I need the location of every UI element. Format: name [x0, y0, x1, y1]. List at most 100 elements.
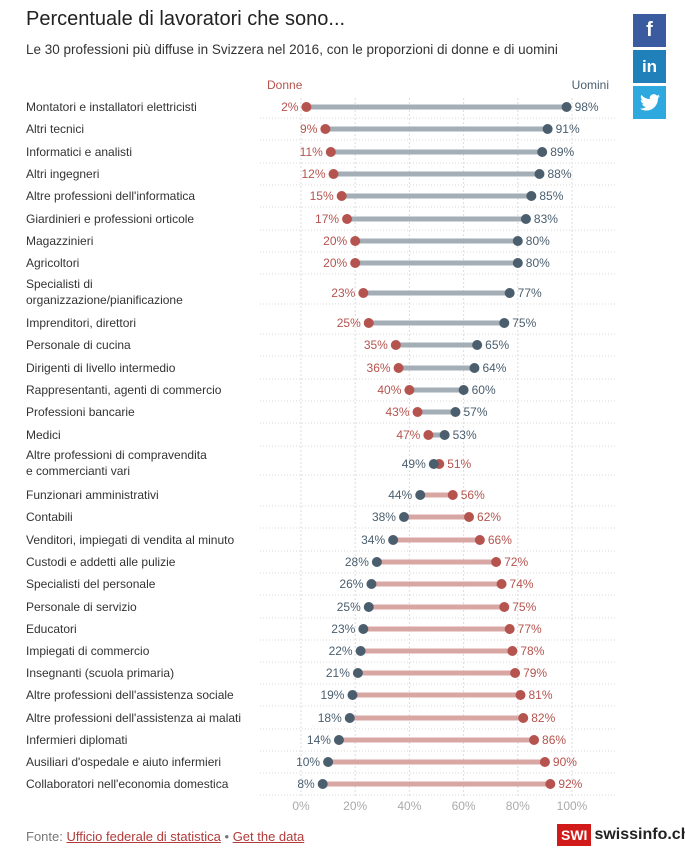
- men-value-label: 8%: [297, 777, 315, 791]
- men-dot: [469, 363, 480, 373]
- linkedin-share-button[interactable]: in: [633, 50, 666, 83]
- women-value-label: 78%: [520, 644, 544, 658]
- women-dot: [404, 385, 415, 395]
- men-dot: [352, 668, 363, 678]
- women-dot: [350, 258, 361, 268]
- women-value-label: 81%: [529, 688, 553, 702]
- category-label: Dirigenti di livello intermedio: [26, 361, 176, 375]
- facebook-share-button[interactable]: f: [633, 14, 666, 47]
- grid-lines: [260, 98, 617, 796]
- source-link[interactable]: Ufficio federale di statistica: [66, 829, 221, 844]
- men-value-label: 89%: [550, 145, 574, 159]
- men-dot: [371, 557, 382, 567]
- chart-title: Percentuale di lavoratori che sono...: [26, 8, 346, 30]
- category-label: Specialisti del personale: [26, 577, 156, 591]
- men-value-label: 26%: [339, 577, 363, 591]
- women-value-label: 90%: [553, 755, 577, 769]
- women-dot: [393, 363, 404, 373]
- x-tick-label: 0%: [292, 799, 310, 813]
- women-value-label: 23%: [331, 286, 355, 300]
- category-label: Venditori, impiegati di vendita al minut…: [26, 533, 234, 547]
- men-value-label: 19%: [320, 688, 344, 702]
- men-dot: [415, 490, 426, 500]
- category-label: Agricoltori: [26, 256, 79, 270]
- x-tick-label: 80%: [506, 799, 530, 813]
- category-label: Personale di servizio: [26, 600, 137, 614]
- category-label: Professioni bancarie: [26, 405, 135, 419]
- women-value-label: 40%: [377, 383, 401, 397]
- men-value-label: 65%: [485, 338, 509, 352]
- women-value-label: 75%: [512, 600, 536, 614]
- women-value-label: 35%: [364, 338, 388, 352]
- men-value-label: 83%: [534, 212, 558, 226]
- category-label: Impiegati di commercio: [26, 644, 150, 658]
- get-data-link[interactable]: Get the data: [232, 829, 305, 844]
- men-value-label: 34%: [361, 533, 385, 547]
- category-label: Altre professioni dell'assistenza social…: [26, 688, 234, 702]
- men-dot: [333, 735, 344, 745]
- women-value-label: 74%: [510, 577, 534, 591]
- category-label: e commercianti vari: [26, 464, 130, 478]
- women-dot: [301, 102, 312, 112]
- x-tick-label: 100%: [557, 799, 588, 813]
- footer-separator: •: [224, 829, 230, 844]
- men-dot: [504, 288, 515, 298]
- men-dot: [323, 757, 334, 767]
- men-value-label: 53%: [453, 428, 477, 442]
- men-dot: [512, 258, 523, 268]
- men-dot: [355, 646, 366, 656]
- category-label: Educatori: [26, 622, 77, 636]
- legend-men: Uomini: [572, 78, 609, 92]
- category-label: Giardinieri e professioni orticole: [26, 212, 194, 226]
- women-dot: [350, 236, 361, 246]
- women-value-label: 51%: [447, 457, 471, 471]
- women-dot: [363, 318, 374, 328]
- women-dot: [342, 214, 353, 224]
- women-dot: [539, 757, 550, 767]
- women-dot: [515, 690, 526, 700]
- men-dot: [344, 713, 355, 723]
- category-label: Insegnanti (scuola primaria): [26, 666, 174, 680]
- category-label: Montatori e installatori elettricisti: [26, 100, 197, 114]
- category-label: Funzionari amministrativi: [26, 488, 159, 502]
- linkedin-icon: in: [641, 56, 658, 76]
- swi-logo: SWI: [557, 824, 592, 846]
- category-label: Custodi e addetti alle pulizie: [26, 555, 176, 569]
- men-dot: [537, 147, 548, 157]
- women-value-label: 20%: [323, 256, 347, 270]
- women-dot: [390, 340, 401, 350]
- women-dot: [474, 535, 485, 545]
- women-dot: [320, 124, 331, 134]
- men-dot: [472, 340, 483, 350]
- women-value-label: 72%: [504, 555, 528, 569]
- category-label: Altre professioni dell'informatica: [26, 189, 195, 203]
- women-dot: [499, 602, 510, 612]
- men-dot: [512, 236, 523, 246]
- x-axis: 0% 20% 40% 60% 80% 100%: [292, 799, 587, 813]
- men-dot: [428, 459, 439, 469]
- women-value-label: 62%: [477, 510, 501, 524]
- men-value-label: 57%: [463, 405, 487, 419]
- category-label: Infermieri diplomati: [26, 733, 127, 747]
- women-value-label: 77%: [518, 622, 542, 636]
- chart-subtitle: Le 30 professioni più diffuse in Svizzer…: [26, 42, 558, 57]
- brand[interactable]: SWI swissinfo.ch: [557, 824, 685, 846]
- women-dot: [447, 490, 458, 500]
- category-label: Altri ingegneri: [26, 167, 99, 181]
- men-value-label: 98%: [575, 100, 599, 114]
- men-value-label: 77%: [518, 286, 542, 300]
- facebook-icon: f: [646, 19, 653, 41]
- category-label: Altri tecnici: [26, 122, 84, 136]
- men-dot: [398, 512, 409, 522]
- legend-women: Donne: [267, 78, 303, 92]
- twitter-share-button[interactable]: [633, 86, 666, 119]
- women-value-label: 17%: [315, 212, 339, 226]
- women-value-label: 36%: [367, 361, 391, 375]
- men-value-label: 22%: [329, 644, 353, 658]
- men-value-label: 91%: [556, 122, 580, 136]
- women-dot: [328, 169, 339, 179]
- women-dot: [518, 713, 529, 723]
- x-tick-label: 40%: [397, 799, 421, 813]
- category-label: Informatici e analisti: [26, 145, 132, 159]
- men-value-label: 85%: [539, 189, 563, 203]
